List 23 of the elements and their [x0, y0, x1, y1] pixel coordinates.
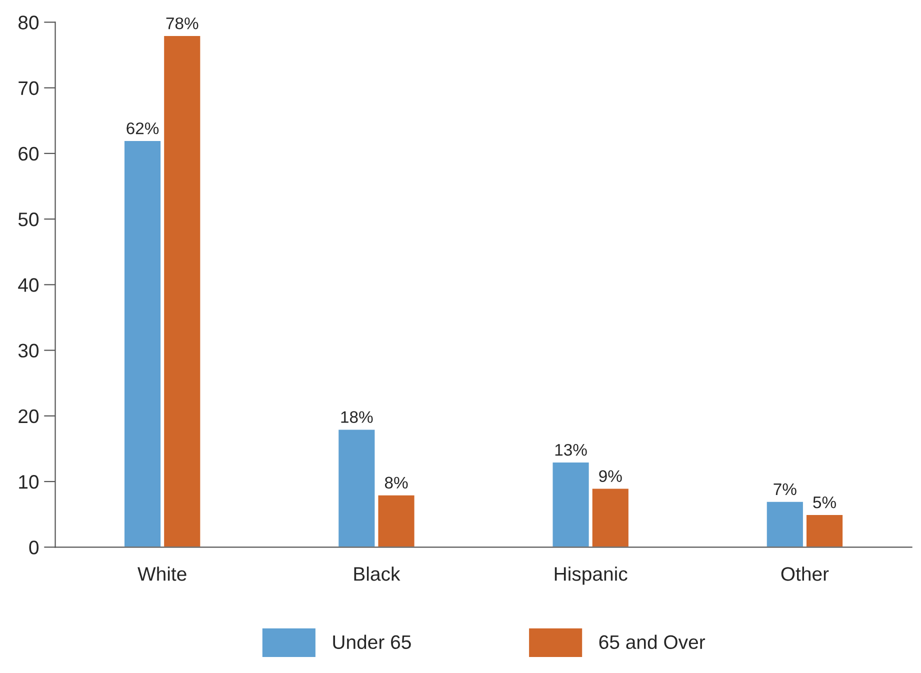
- x-tick-label: Black: [354, 566, 400, 581]
- x-tick-label: Other: [781, 566, 829, 581]
- data-label: 5%: [813, 496, 836, 508]
- data-label: 13%: [555, 444, 587, 456]
- data-label: 18%: [341, 411, 373, 423]
- legend-label: Under 65: [333, 634, 411, 650]
- y-tick-label: 20: [18, 409, 39, 424]
- x-tick-label: Hispanic: [554, 566, 628, 585]
- y-tick-label: 0: [29, 540, 39, 554]
- legend-label: 65 and Over: [599, 634, 706, 650]
- y-tick-label: 60: [18, 146, 39, 161]
- x-tick-label: White: [138, 566, 186, 581]
- data-label: 7%: [774, 483, 796, 496]
- y-tick-label: 10: [19, 475, 39, 489]
- y-tick-label: 30: [18, 344, 39, 358]
- y-tick-label: 80: [18, 16, 39, 30]
- data-label: 8%: [384, 476, 408, 489]
- data-label: 9%: [599, 470, 622, 482]
- data-label: 78%: [166, 17, 198, 30]
- data-label: 62%: [126, 122, 159, 134]
- y-tick-label: 50: [18, 212, 39, 226]
- y-tick-label: 40: [18, 278, 39, 292]
- y-tick-label: 70: [18, 81, 39, 96]
